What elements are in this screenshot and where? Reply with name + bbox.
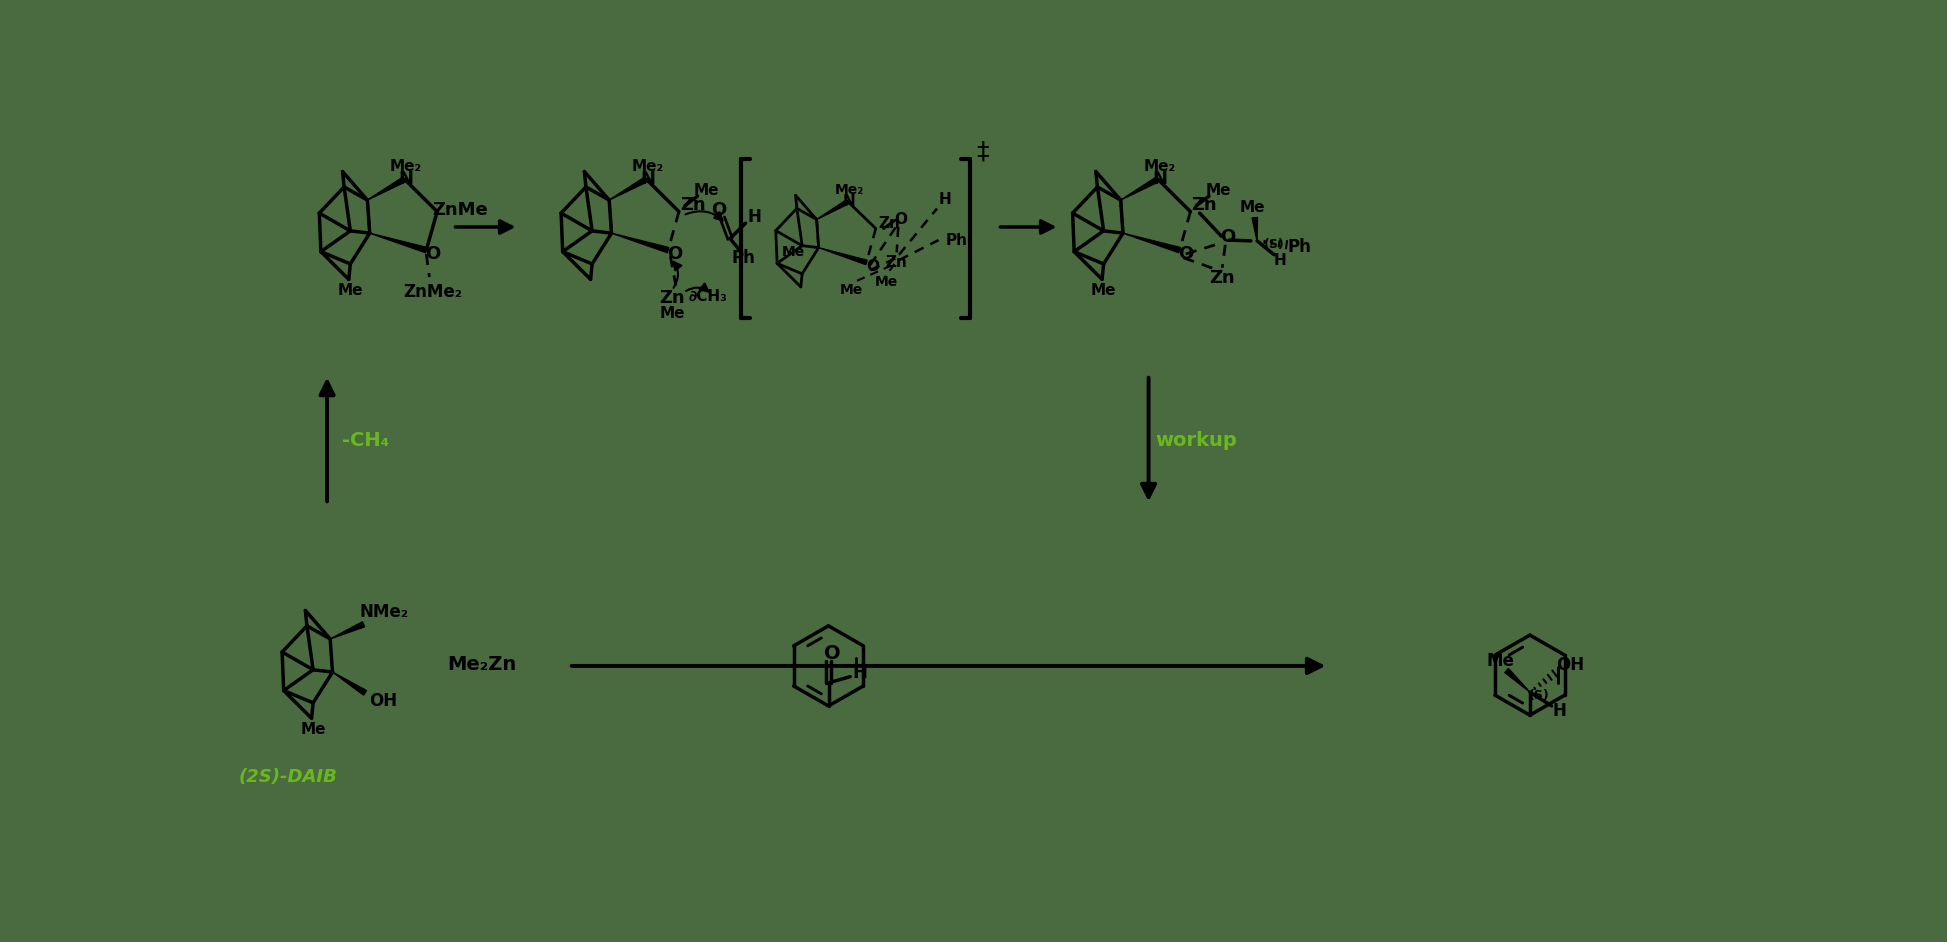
Polygon shape <box>816 200 849 219</box>
Text: Me₂: Me₂ <box>835 183 864 197</box>
Polygon shape <box>1123 234 1180 252</box>
Text: NMe₂: NMe₂ <box>360 603 409 621</box>
Text: Me: Me <box>783 245 806 259</box>
Text: Me: Me <box>300 722 325 737</box>
Polygon shape <box>1252 218 1258 241</box>
Text: O: O <box>894 212 907 227</box>
Text: O: O <box>424 245 440 263</box>
Polygon shape <box>611 234 670 252</box>
Text: N: N <box>641 171 656 188</box>
Text: H: H <box>1552 703 1565 721</box>
Text: workup: workup <box>1157 430 1238 449</box>
Polygon shape <box>370 234 426 252</box>
Text: ∂CH₃: ∂CH₃ <box>689 289 728 304</box>
Text: ‡: ‡ <box>975 139 989 164</box>
Text: O: O <box>1221 228 1234 246</box>
Text: H: H <box>1273 252 1287 268</box>
Text: Zn: Zn <box>1192 197 1217 215</box>
Text: Zn: Zn <box>660 289 685 307</box>
Text: Me: Me <box>1205 183 1231 198</box>
Text: Me: Me <box>337 283 362 298</box>
Polygon shape <box>331 622 364 639</box>
Text: O: O <box>824 644 841 663</box>
Text: H: H <box>853 664 866 682</box>
Text: N: N <box>843 194 857 209</box>
Text: Me: Me <box>1090 283 1116 298</box>
Polygon shape <box>818 248 866 265</box>
Text: (S): (S) <box>1264 238 1285 252</box>
Text: Zn: Zn <box>878 217 901 232</box>
Text: Me₂Zn: Me₂Zn <box>448 655 516 674</box>
Text: Zn: Zn <box>886 255 907 270</box>
Text: OH: OH <box>1556 657 1585 674</box>
Text: (S): (S) <box>1528 690 1550 703</box>
Polygon shape <box>1121 177 1158 200</box>
Text: Me: Me <box>660 306 685 320</box>
Text: (2S)-DAIB: (2S)-DAIB <box>239 768 337 786</box>
Text: Me: Me <box>874 275 898 289</box>
Text: O: O <box>1178 245 1194 263</box>
Text: Zn: Zn <box>680 197 705 215</box>
Text: OH: OH <box>368 691 397 709</box>
Polygon shape <box>333 672 366 695</box>
Text: H: H <box>938 192 952 207</box>
Text: -CH₄: -CH₄ <box>343 430 389 449</box>
Text: Me₂: Me₂ <box>1143 158 1176 173</box>
Text: H: H <box>748 208 761 226</box>
Polygon shape <box>1505 669 1530 692</box>
Text: Ph: Ph <box>946 233 968 248</box>
Text: O: O <box>866 259 880 274</box>
Text: O: O <box>711 201 726 219</box>
Text: ZnMe₂: ZnMe₂ <box>403 284 463 301</box>
Text: Zn: Zn <box>1209 268 1234 286</box>
Text: Me: Me <box>839 284 863 297</box>
Text: N: N <box>1153 171 1166 188</box>
Text: Me₂: Me₂ <box>389 158 422 173</box>
Text: Ph: Ph <box>1287 238 1312 256</box>
Text: O: O <box>666 245 681 263</box>
Text: Me₂: Me₂ <box>633 158 664 173</box>
Text: Me: Me <box>1486 652 1515 671</box>
Text: Me: Me <box>693 183 720 198</box>
Text: ZnMe: ZnMe <box>432 201 489 219</box>
Text: Me: Me <box>1240 201 1266 216</box>
Polygon shape <box>368 177 405 200</box>
Polygon shape <box>609 177 648 200</box>
Text: N: N <box>399 171 413 188</box>
Text: Ph: Ph <box>732 249 755 267</box>
